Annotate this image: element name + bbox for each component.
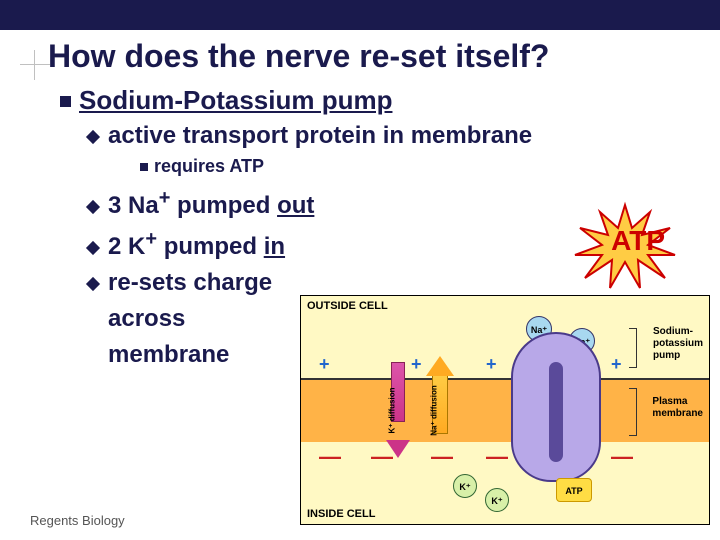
- header-bar: [0, 0, 720, 30]
- k-diffusion-label: K⁺ diffusion: [388, 388, 397, 434]
- membrane-region: [301, 378, 709, 444]
- minus-icon: —: [486, 444, 508, 470]
- inside-label: INSIDE CELL: [307, 508, 375, 520]
- na-diffusion-label: Na⁺ diffusion: [430, 385, 439, 435]
- pump-icon: [511, 332, 601, 482]
- diamond-bullet-icon: [86, 241, 100, 255]
- diamond-bullet-icon: [86, 130, 100, 144]
- bracket-icon: [629, 328, 637, 368]
- bracket-icon: [629, 388, 637, 436]
- crosshair-icon: [20, 50, 50, 80]
- bullet-sub1a: requires ATP: [60, 156, 700, 177]
- plus-icon: +: [611, 354, 622, 375]
- footer-text: Regents Biology: [30, 513, 125, 528]
- bullet-sub1: active transport protein in membrane: [60, 122, 700, 150]
- square-bullet-icon: [140, 163, 148, 171]
- diamond-bullet-icon: [86, 200, 100, 214]
- plus-icon: +: [319, 354, 330, 375]
- minus-icon: —: [611, 444, 633, 470]
- pump-side-label: Sodium-potassiumpump: [653, 326, 703, 362]
- square-bullet-icon: [60, 96, 71, 107]
- pump-diagram: OUTSIDE CELL INSIDE CELL + + + + — — — —…: [300, 295, 710, 525]
- k-ion-icon: K⁺: [453, 474, 477, 498]
- minus-icon: —: [319, 444, 341, 470]
- plus-icon: +: [486, 354, 497, 375]
- main-text: Sodium-Potassium pump: [79, 85, 392, 115]
- membrane-side-label: Plasmamembrane: [652, 396, 703, 420]
- outside-label: OUTSIDE CELL: [307, 300, 388, 312]
- k-ion-icon: K⁺: [485, 488, 509, 512]
- atp-small-icon: ATP: [556, 478, 592, 502]
- slide-title: How does the nerve re-set itself?: [48, 38, 549, 75]
- plus-icon: +: [411, 354, 422, 375]
- atp-label: ATP: [611, 225, 665, 257]
- diamond-bullet-icon: [86, 277, 100, 291]
- bullet-main: Sodium-Potassium pump: [60, 85, 700, 116]
